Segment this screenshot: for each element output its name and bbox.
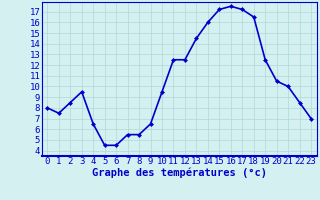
X-axis label: Graphe des températures (°c): Graphe des températures (°c) [92, 168, 267, 178]
